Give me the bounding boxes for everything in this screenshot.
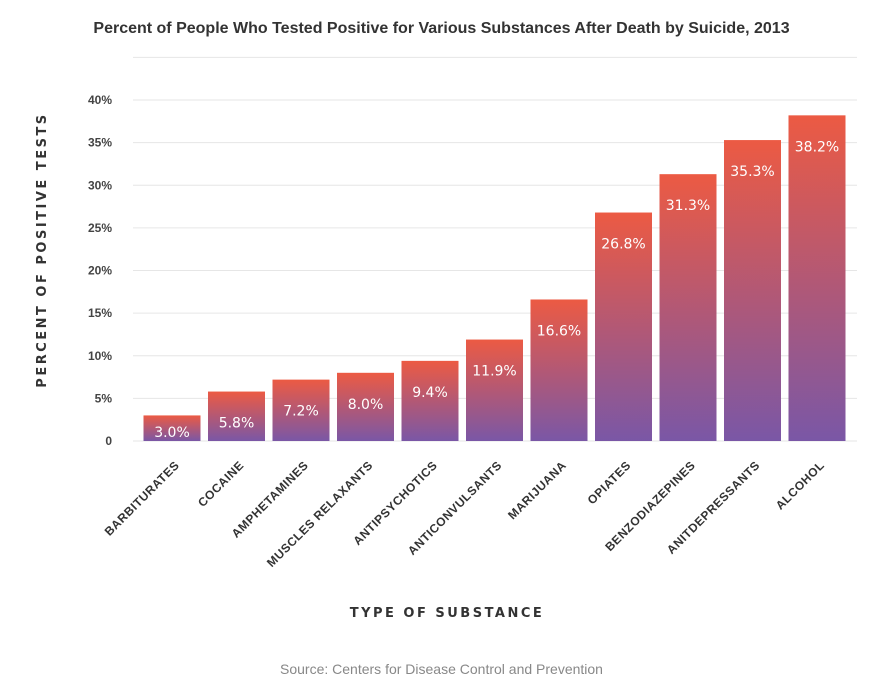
bar-value-label: 8.0% [348, 397, 384, 413]
bar-anticonvulsants [466, 339, 523, 441]
bar-value-label: 16.6% [537, 323, 581, 339]
y-axis-label: PERCENT OF POSITIVE TESTS [35, 112, 50, 387]
y-tick-label: 35% [88, 136, 112, 150]
bar-marijuana [530, 299, 588, 441]
bar-value-label: 38.2% [795, 139, 839, 155]
y-tick-label: 0 [105, 434, 112, 448]
x-tick-label: ALCOHOL [773, 458, 827, 512]
x-tick-label: BARBITURATES [102, 458, 182, 538]
bar-alcohol [788, 115, 846, 441]
bar-value-label: 35.3% [730, 164, 774, 180]
bar-antipsychotics [401, 360, 459, 441]
source-note: Source: Centers for Disease Control and … [280, 661, 603, 677]
bar-cocaine [208, 391, 265, 441]
bar-value-label: 9.4% [412, 385, 448, 401]
bar-value-label: 7.2% [283, 404, 319, 420]
y-tick-label: 5% [95, 391, 113, 405]
bar-muscles-relaxants [337, 372, 394, 441]
bar-value-label: 11.9% [472, 364, 516, 380]
x-tick-label: OPIATES [585, 458, 634, 507]
bar-opiates [595, 212, 652, 441]
bar-amphetamines [272, 379, 330, 441]
bar-barbiturates [143, 415, 201, 441]
bar-benzodiazepines [659, 174, 717, 442]
y-tick-label: 25% [88, 221, 112, 235]
x-tick-label: MUSCLES RELAXANTS [264, 458, 376, 570]
y-tick-label: 10% [88, 349, 112, 363]
x-axis-label: TYPE OF SUBSTANCE [350, 606, 545, 621]
bar-value-label: 26.8% [601, 237, 645, 253]
y-tick-label: 40% [88, 93, 112, 107]
x-tick-label: COCAINE [195, 458, 247, 510]
y-tick-label: 15% [88, 306, 112, 320]
x-tick-label: MARIJUANA [505, 458, 569, 522]
y-tick-label: 30% [88, 178, 112, 192]
bars: 3.0% 5.8% 7.2% 8.0% 9.4% 11.9% 16.6% 26.8% 31.3%… [143, 115, 846, 442]
y-axis-ticks: 0 5% 10% 15% 20% 25% 30% 35% 40% [88, 93, 112, 448]
chart-title: Percent of People Who Tested Positive fo… [93, 20, 790, 37]
bar-value-label: 3.0% [154, 425, 190, 441]
bar-value-label: 5.8% [219, 416, 255, 432]
y-tick-label: 20% [88, 264, 112, 278]
bar-value-label: 31.3% [666, 198, 710, 214]
bar-anitdepressants [724, 140, 781, 441]
